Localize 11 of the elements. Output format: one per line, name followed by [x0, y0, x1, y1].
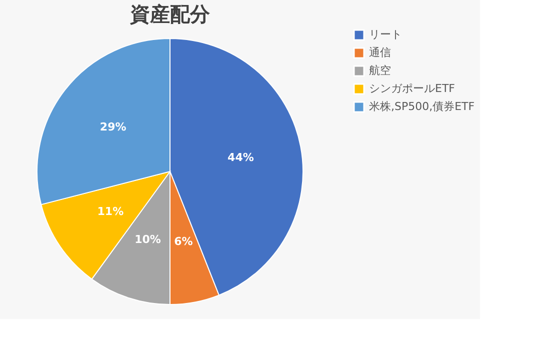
data-label: 44% [228, 151, 254, 164]
data-label: 11% [97, 204, 124, 218]
chart-title: 資産配分 [129, 2, 211, 26]
data-label: 6% [174, 235, 193, 248]
legend-label: 航空 [369, 64, 391, 77]
data-label: 29% [100, 120, 126, 134]
legend-label: シンガポールETF [369, 82, 455, 95]
legend-label: 通信 [369, 46, 391, 59]
legend-label: 米株,SP500,債券ETF [369, 100, 475, 113]
legend-label: リート [369, 28, 402, 41]
data-label: 10% [134, 232, 161, 246]
